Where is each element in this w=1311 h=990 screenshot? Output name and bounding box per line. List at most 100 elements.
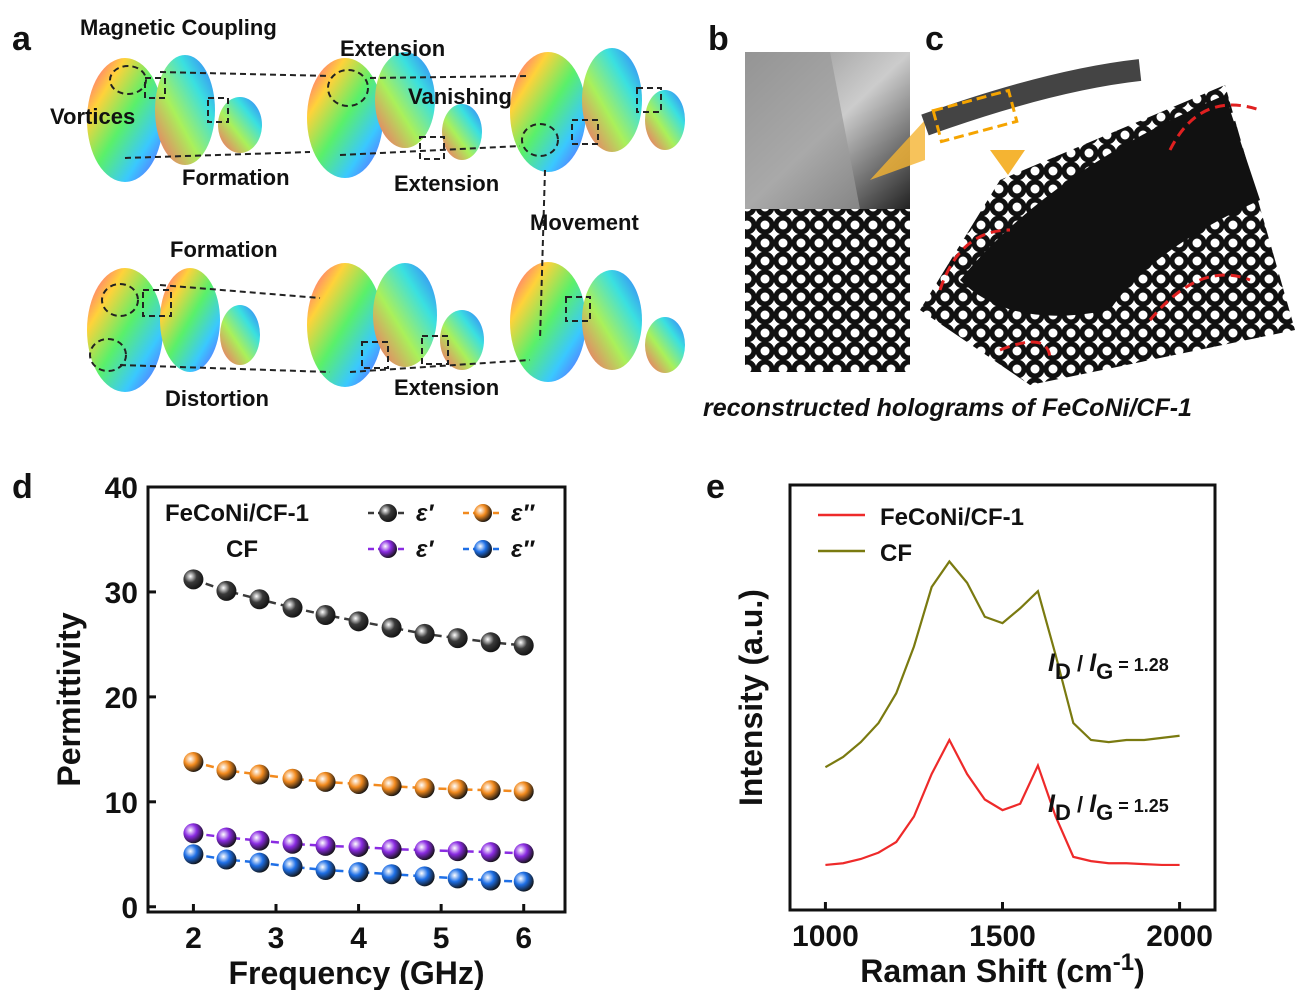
annotation: Extension [394, 375, 499, 400]
annotation: Extension [340, 36, 445, 61]
annotation-part: / [1071, 792, 1089, 817]
marker [381, 776, 402, 797]
marker [414, 866, 435, 887]
x-tick-label: 1500 [969, 920, 1036, 953]
marker [183, 751, 204, 772]
panel-c-images [920, 59, 1295, 385]
x-axis-title: Raman Shift (cm-1) [860, 949, 1144, 989]
marker [414, 623, 435, 644]
marker [216, 580, 237, 601]
legend-label: ε″ [511, 536, 535, 563]
marker [447, 779, 468, 800]
marker [315, 771, 336, 792]
marker [183, 823, 204, 844]
y-tick-label: 30 [105, 577, 138, 610]
panel-label: d [12, 468, 33, 506]
annotation-part: / [1071, 651, 1089, 676]
annotation-part: I [1089, 790, 1097, 818]
marker [282, 768, 303, 789]
marker [480, 842, 501, 863]
plot-frame [788, 483, 1217, 912]
caption: reconstructed holograms of FeCoNi/CF-1 [703, 394, 1192, 422]
x-axis-title: Frequency (GHz) [228, 955, 484, 990]
marker [315, 835, 336, 856]
annotation: ID / IG = 1.25 [1048, 790, 1169, 825]
marker [282, 856, 303, 877]
legend-label: CF [880, 540, 912, 567]
marker [414, 778, 435, 799]
panel-a-images [87, 48, 685, 392]
marker [513, 781, 534, 802]
y-axis-title: Permittivity [51, 612, 87, 786]
x-axis-title-text: Raman Shift ( [860, 953, 1067, 989]
x-tick-label: 5 [433, 922, 450, 955]
marker [216, 849, 237, 870]
annotation: Formation [170, 237, 278, 262]
series-line [193, 760, 524, 793]
series-line [825, 737, 1180, 867]
x-axis-title-sup: -1 [1113, 949, 1134, 976]
legend-label: FeCoNi/CF-1 [880, 504, 1024, 531]
plot-frame [146, 485, 567, 914]
marker [447, 841, 468, 862]
marker [348, 773, 369, 794]
marker [414, 840, 435, 861]
panel-label: e [706, 468, 725, 506]
annotation: Vanishing [408, 84, 512, 109]
annotation: Movement [530, 210, 639, 235]
marker [381, 617, 402, 638]
marker [480, 632, 501, 653]
x-axis-title-text: Frequency (GHz) [228, 955, 484, 990]
marker [249, 764, 270, 785]
series-line [193, 853, 524, 883]
y-tick-label: 10 [105, 787, 138, 820]
marker [513, 635, 534, 656]
marker [447, 868, 468, 889]
marker [249, 852, 270, 873]
annotation: ID / IG = 1.28 [1048, 649, 1169, 684]
panel-label: c [925, 20, 944, 58]
annotation: Formation [182, 165, 290, 190]
marker [216, 760, 237, 781]
legend-label: ε′ [416, 500, 434, 527]
marker [282, 833, 303, 854]
annotation-part: D [1055, 800, 1071, 825]
annotation-part: G [1096, 800, 1113, 825]
legend-group-label: CF [226, 536, 258, 563]
annotation-part: D [1055, 659, 1071, 684]
marker [480, 780, 501, 801]
legend-group-label: FeCoNi/CF-1 [165, 500, 309, 527]
series-line [824, 559, 1180, 769]
y-tick-label: 20 [105, 682, 138, 715]
x-tick-label: 2000 [1146, 920, 1213, 953]
legend-label: ε″ [511, 500, 535, 527]
annotation: Magnetic Coupling [80, 15, 277, 40]
marker [348, 611, 369, 632]
legend-marker [474, 504, 492, 522]
annotation: Distortion [165, 386, 269, 411]
x-tick-label: 3 [268, 922, 285, 955]
marker [381, 839, 402, 860]
legend-marker [379, 540, 397, 558]
x-tick-label: 6 [515, 922, 532, 955]
marker [513, 843, 534, 864]
y-tick-label: 40 [105, 472, 138, 505]
x-tick-label: 2 [185, 922, 202, 955]
annotation-part: I [1048, 649, 1056, 677]
y-axis-title: Intensity (a.u.) [733, 589, 769, 806]
marker [249, 589, 270, 610]
marker [249, 830, 270, 851]
y-tick-label: 0 [121, 892, 138, 925]
panel-b-images [745, 52, 925, 372]
annotation-part: = 1.25 [1113, 796, 1169, 816]
marker [315, 605, 336, 626]
x-tick-label: 4 [350, 922, 367, 955]
marker [348, 862, 369, 883]
marker [183, 844, 204, 865]
panel-label: a [12, 20, 32, 58]
legend-label: ε′ [416, 536, 434, 563]
marker [480, 870, 501, 891]
x-axis-title-unit: cm [1066, 953, 1112, 989]
annotation-part: G [1096, 659, 1113, 684]
annotation-part: = 1.28 [1113, 655, 1169, 675]
